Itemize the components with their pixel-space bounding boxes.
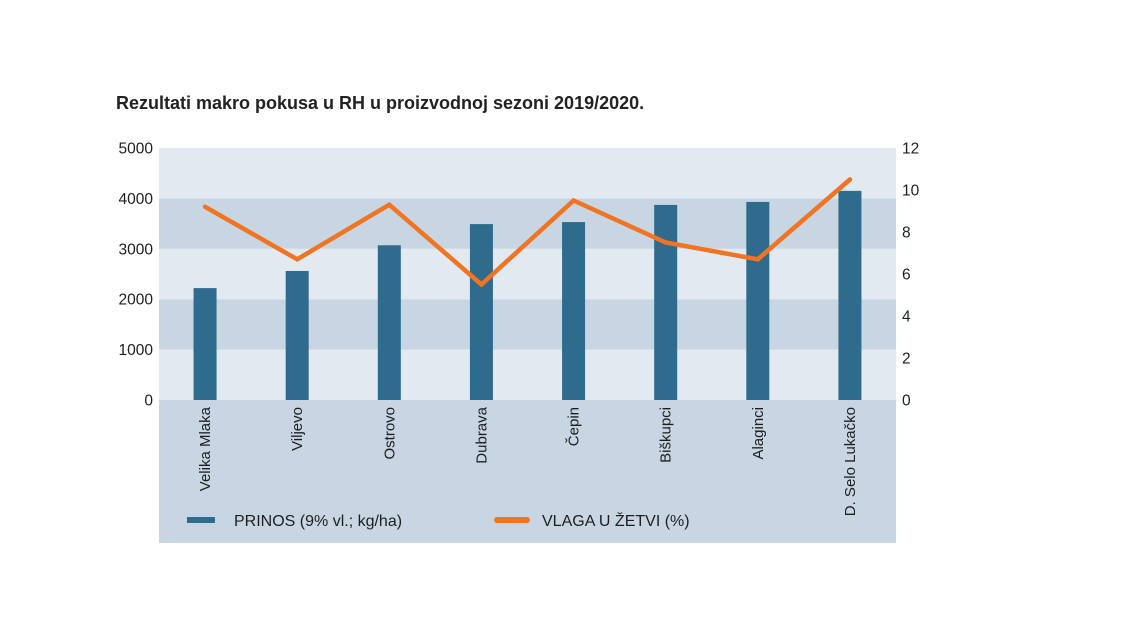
left-tick-label: 0 — [144, 393, 153, 410]
bar-series — [193, 190, 862, 400]
left-tick-label: 4000 — [119, 191, 154, 208]
left-tick-label: 3000 — [119, 241, 154, 258]
grid-band — [159, 349, 896, 400]
legend-swatch-line — [494, 517, 530, 523]
line-point-8 — [847, 177, 853, 182]
chart-title: Rezultati makro pokusa u RH u proizvodno… — [116, 93, 645, 113]
bar-4 — [469, 224, 493, 400]
right-axis-ticks: 0 2 4 6 8 10 12 — [902, 141, 920, 410]
category-label: Dubrava — [473, 406, 490, 463]
right-tick-label: 2 — [902, 351, 911, 368]
right-tick-label: 8 — [902, 225, 911, 242]
grid-band — [159, 299, 896, 350]
line-point-3 — [387, 202, 392, 207]
category-label: Čepin — [566, 407, 583, 446]
legend-swatch-bar — [187, 517, 215, 523]
legend-label-line: VLAGA U ŽETVI (%) — [542, 511, 690, 530]
line-series — [202, 177, 853, 288]
moisture-line — [202, 177, 853, 288]
category-label: Alaginci — [750, 407, 767, 460]
bar-7 — [746, 201, 770, 400]
right-tick-label: 10 — [902, 183, 920, 200]
bar-3 — [377, 245, 401, 400]
grid-band — [159, 248, 896, 300]
bar-5 — [562, 222, 586, 400]
line-point-4 — [479, 282, 484, 287]
right-tick-label: 6 — [902, 267, 911, 284]
left-axis-ticks: 0 1000 2000 3000 4000 5000 — [119, 141, 154, 410]
category-label: Velika Mlaka — [197, 406, 214, 491]
category-labels: Velika Mlaka Viljevo Ostrovo Dubrava Čepin Bi… — [197, 406, 859, 516]
line-point-5 — [571, 198, 576, 203]
right-tick-label: 12 — [902, 141, 919, 158]
bar-2 — [285, 270, 309, 400]
line-point-7 — [755, 257, 761, 262]
line-point-6 — [663, 240, 668, 245]
grid-band — [159, 148, 896, 199]
left-tick-label: 5000 — [119, 141, 154, 158]
gridline-bands — [159, 148, 896, 543]
bar-8 — [838, 190, 862, 400]
line-point-1 — [202, 204, 208, 209]
bar-1 — [193, 288, 217, 400]
left-tick-label: 1000 — [119, 342, 154, 359]
category-label: Viljevo — [289, 407, 306, 451]
legend: PRINOS (9% vl.; kg/ha) VLAGA U ŽETVI (%) — [187, 511, 690, 530]
right-tick-label: 4 — [902, 309, 911, 326]
legend-label-bar: PRINOS (9% vl.; kg/ha) — [234, 513, 402, 530]
right-tick-label: 0 — [902, 393, 911, 410]
category-label: Ostrovo — [381, 407, 398, 460]
category-label: Biškupci — [658, 407, 675, 463]
bar-6 — [654, 204, 678, 400]
line-point-2 — [294, 257, 300, 262]
category-label: D. Selo Lukačko — [842, 407, 859, 516]
left-tick-label: 2000 — [119, 292, 154, 309]
